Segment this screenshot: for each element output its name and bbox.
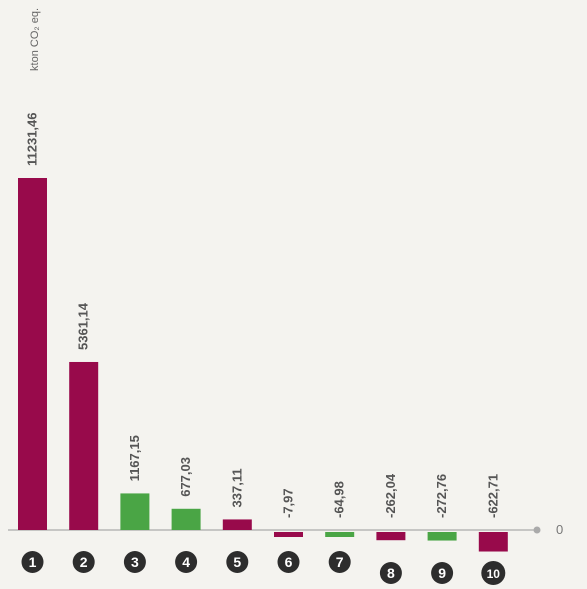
bar-6 [274,532,303,537]
category-label-10: 10 [487,567,501,581]
category-label-5: 5 [233,554,241,570]
bar-2 [69,361,99,530]
category-label-3: 3 [131,554,139,570]
category-label-9: 9 [438,565,446,581]
value-label-8: -262,04 [383,473,398,518]
zero-marker [533,526,541,534]
category-badge-4 [175,551,198,573]
category-label-2: 2 [80,554,88,570]
value-label-3: 1167,15 [127,435,142,481]
value-label-4: 677,03 [178,457,193,497]
category-label-1: 1 [29,554,37,570]
category-badge-10 [481,561,506,585]
category-badge-8 [379,562,402,584]
category-label-6: 6 [285,554,293,570]
category-badges-group: 1 2 3 4 5 6 7 8 9 10 [21,551,506,585]
bar-10 [478,532,508,552]
category-badge-9 [431,562,454,584]
value-label-10: -622,71 [485,474,500,518]
unit-label: kton CO₂ eq. [29,8,41,71]
value-labels-group: 11231,46 5361,14 1167,15 677,03 337,11 -7,97 -… [25,112,501,518]
bar-5 [222,519,252,530]
value-label-1: 11231,46 [25,112,40,166]
category-label-8: 8 [387,565,395,581]
category-label-4: 4 [182,554,190,570]
value-label-9: -272,76 [434,474,449,518]
value-label-6: -7,97 [281,488,296,518]
category-badge-3 [123,551,146,573]
bars-group [18,178,508,552]
bar-7 [325,532,355,537]
zero-tick-label: 0 [556,522,563,537]
value-label-7: -64,98 [332,481,347,518]
bar-3 [120,493,150,530]
category-badge-5 [226,551,249,573]
category-badge-6 [277,551,300,573]
bar-1 [18,178,47,530]
bar-8 [376,532,406,541]
value-label-5: 337,11 [229,468,244,507]
bar-9 [427,532,457,541]
category-badge-7 [328,551,351,573]
category-badge-2 [72,551,95,573]
category-label-7: 7 [336,554,344,570]
bar-4 [171,508,201,530]
category-badge-1 [21,551,44,573]
value-label-2: 5361,14 [76,302,91,350]
